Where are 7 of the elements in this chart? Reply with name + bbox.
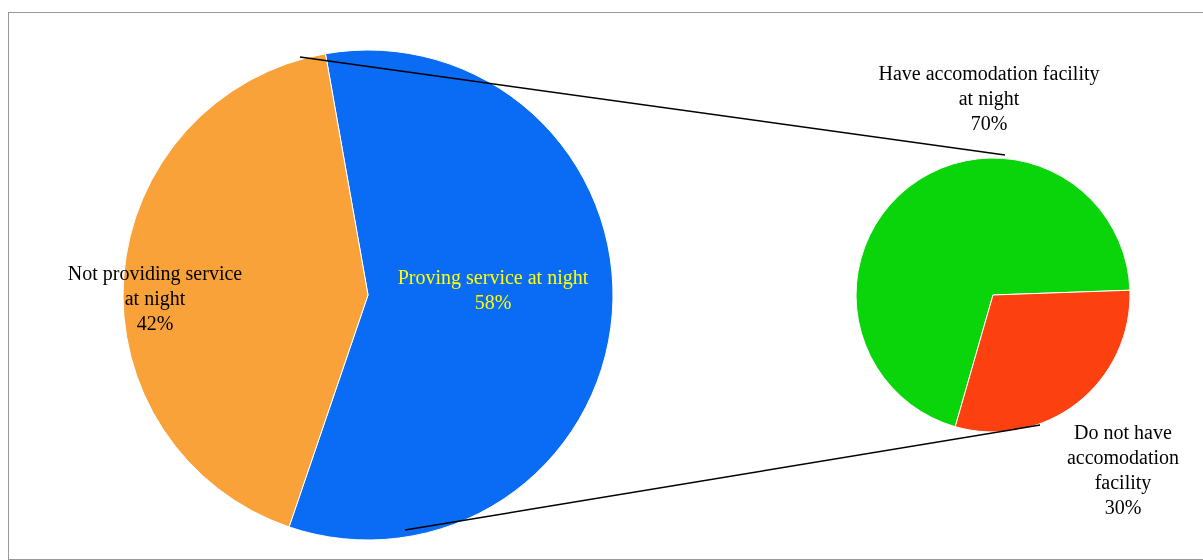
- slice-label: Proving service at night: [397, 266, 589, 288]
- slice-label: Do not have accomodation facility: [1066, 421, 1180, 493]
- data-label: 58%: [474, 291, 512, 313]
- data-label: 42%: [136, 311, 174, 334]
- slice-label: Have accomodation facility at night: [878, 61, 1100, 109]
- data-label: 70%: [970, 111, 1008, 134]
- data-label: 30%: [1104, 496, 1142, 518]
